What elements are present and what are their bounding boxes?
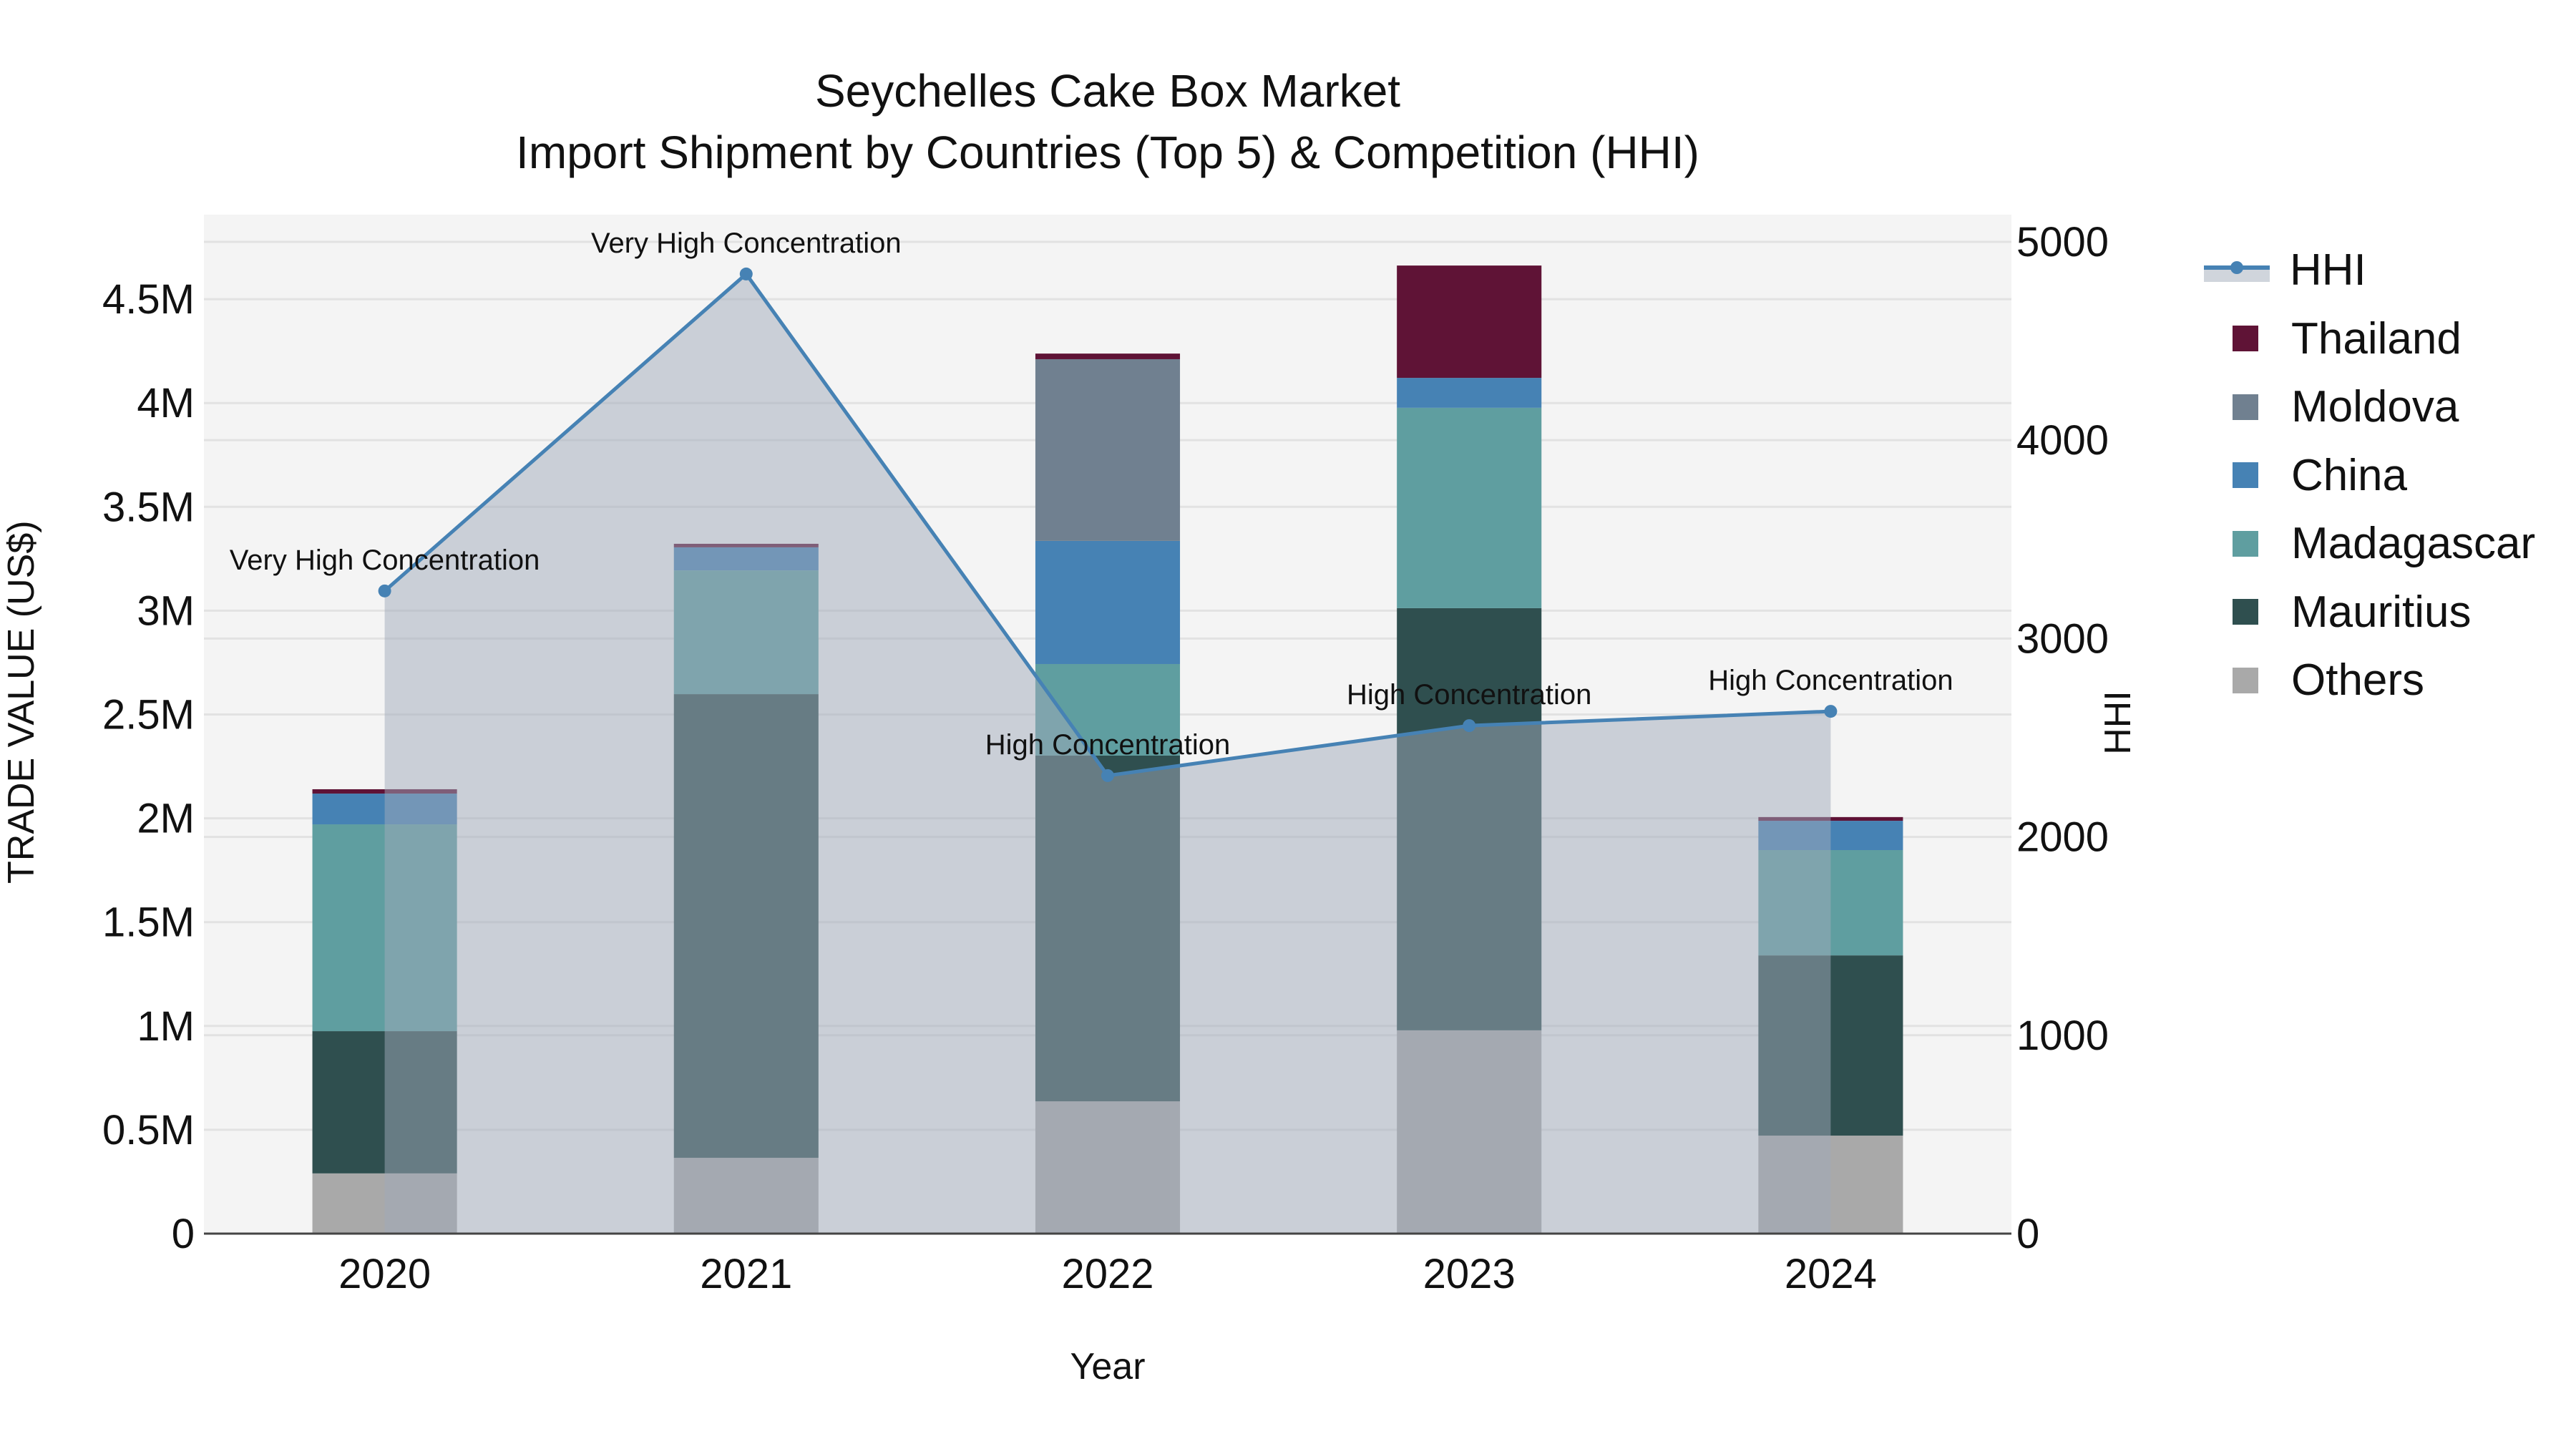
hhi-marker [1463,719,1476,733]
legend-label: Moldova [2291,382,2459,432]
hhi-annotation: High Concentration [1347,679,1591,711]
chart-title-line1: Seychelles Cake Box Market [814,65,1401,117]
bar-segment-thailand [1758,816,1903,821]
y-right-ticks: 0 1000 2000 3000 4000 5000 [2016,219,2109,1257]
legend-item-thailand[interactable]: Thailand [2204,305,2535,374]
legend-item-others[interactable]: Others [2204,646,2535,715]
x-axis-title: Year [1070,1346,1146,1387]
hhi-annotations: Very High Concentration Very High Concent… [230,228,1953,761]
y-left-tick-label: 1.5M [102,899,195,946]
hhi-marker [1101,769,1114,782]
hhi-annotation: Very High Concentration [591,228,902,259]
y-right-tick-label: 4000 [2016,417,2109,464]
y-right-tick-label: 0 [2016,1211,2039,1257]
bar-segment-thailand [1397,265,1542,379]
bar-segment-thailand [1035,353,1181,359]
y-left-tick-label: 2M [137,796,195,842]
y-left-axis-title: TRADE VALUE (US$) [1,520,42,884]
hhi-marker [1824,705,1838,718]
legend-label: Others [2291,655,2425,706]
y-left-tick-label: 2.5M [102,692,195,738]
hhi-line-icon [2204,259,2270,282]
thailand-swatch-icon [2233,326,2258,352]
hhi-marker [378,584,391,597]
hhi-area [384,273,1831,1234]
hhi-marker [739,267,753,280]
x-tick-label: 2020 [338,1251,431,1297]
legend-item-mauritius[interactable]: Mauritius [2204,578,2535,647]
x-tick-label: 2024 [1785,1251,1877,1297]
others-swatch-icon [2233,667,2258,693]
y-left-tick-label: 1M [137,1003,195,1050]
hhi-annotation: High Concentration [1708,665,1953,696]
bar-segment-china [1035,540,1181,664]
y-left-ticks: 0 0.5M 1M 1.5M 2M 2.5M 3M 3.5M 4M 4.5M [102,276,195,1257]
mauritius-swatch-icon [2233,599,2258,625]
legend-label: HHI [2290,245,2366,296]
legend-label: Thailand [2291,313,2462,364]
y-left-tick-label: 0 [172,1211,195,1257]
legend-label: China [2291,450,2407,500]
y-left-tick-label: 0.5M [102,1107,195,1153]
y-left-tick-label: 4.5M [102,276,195,323]
legend: HHI Thailand Moldova China Madagascar Ma… [2204,236,2535,715]
y-right-tick-label: 3000 [2016,615,2109,662]
y-right-tick-label: 5000 [2016,219,2109,265]
bar-segment-madagascar [1397,407,1542,608]
x-tick-label: 2023 [1423,1251,1516,1297]
moldova-swatch-icon [2233,394,2258,420]
bar-segment-china [1397,378,1542,408]
madagascar-swatch-icon [2233,530,2258,557]
bar-segment-moldova [1035,358,1181,541]
legend-item-madagascar[interactable]: Madagascar [2204,509,2535,578]
y-left-tick-label: 4M [137,380,195,426]
x-ticks: 2020 2021 2022 2023 2024 [338,1251,1877,1297]
legend-item-china[interactable]: China [2204,441,2535,510]
y-right-tick-label: 2000 [2016,814,2109,861]
legend-item-moldova[interactable]: Moldova [2204,373,2535,441]
y-right-tick-label: 1000 [2016,1013,2109,1059]
legend-item-hhi[interactable]: HHI [2204,236,2535,305]
x-tick-label: 2022 [1061,1251,1153,1297]
x-tick-label: 2021 [700,1251,792,1297]
hhi-annotation: Very High Concentration [230,545,540,576]
legend-label: Mauritius [2291,587,2472,637]
hhi-series [378,267,1838,1234]
y-right-axis-title: HHI [2097,691,2139,755]
y-left-tick-label: 3.5M [102,484,195,530]
china-swatch-icon [2233,462,2258,489]
chart-title-line2: Import Shipment by Countries (Top 5) & C… [516,127,1699,178]
y-left-tick-label: 3M [137,587,195,634]
hhi-annotation: High Concentration [985,729,1230,761]
legend-label: Madagascar [2291,519,2536,569]
